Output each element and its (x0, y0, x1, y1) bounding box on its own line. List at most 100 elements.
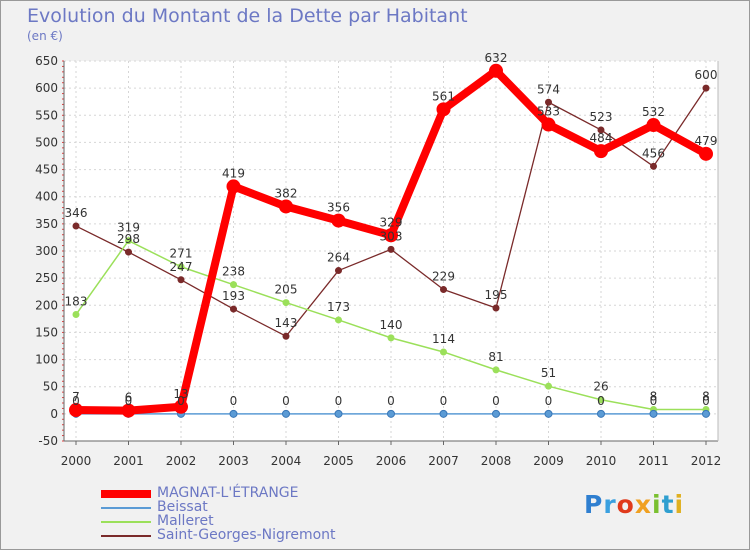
data-label: 8 (650, 390, 658, 404)
data-point (387, 409, 395, 418)
data-point (702, 84, 710, 92)
data-point (492, 409, 500, 418)
data-label: 479 (695, 134, 718, 148)
x-tick-label: 2012 (691, 454, 722, 468)
data-point (226, 179, 241, 194)
data-point (279, 199, 293, 214)
y-tick-label: 200 (35, 298, 58, 312)
data-label: 319 (117, 221, 140, 235)
y-tick-label: 50 (43, 380, 58, 394)
x-tick-label: 2003 (218, 454, 249, 468)
x-tick-label: 2000 (61, 454, 92, 468)
data-label: 51 (541, 366, 556, 380)
y-tick-label: 400 (35, 190, 58, 204)
data-label: 13 (173, 387, 188, 401)
data-point (594, 144, 608, 159)
data-point (597, 126, 605, 134)
data-point (702, 409, 710, 418)
y-tick-label: 150 (35, 325, 58, 339)
logo-letter: P (584, 490, 604, 519)
data-label: 0 (177, 394, 185, 408)
data-label: 173 (327, 300, 350, 314)
data-label: 303 (380, 229, 403, 243)
data-label: 600 (695, 68, 718, 82)
x-tick-label: 2007 (428, 454, 459, 468)
data-point (72, 222, 80, 230)
y-tick-label: 600 (35, 81, 58, 95)
data-point (177, 263, 185, 271)
data-point (230, 281, 237, 289)
x-tick-label: 2001 (113, 454, 144, 468)
x-tick-label: 2002 (166, 454, 197, 468)
data-label: 0 (597, 394, 605, 408)
logo-letter: i (652, 490, 662, 519)
data-label: 0 (492, 394, 500, 408)
data-label: 140 (380, 318, 403, 332)
y-tick-label: 0 (50, 407, 58, 421)
data-point (440, 286, 447, 294)
data-point (387, 334, 395, 342)
data-label: 0 (440, 394, 448, 408)
chart-unit: (en €) (27, 29, 63, 43)
data-point (597, 396, 605, 404)
data-label: 0 (650, 394, 658, 408)
data-point (650, 162, 657, 170)
logo-letter: i (674, 490, 685, 519)
data-label: 271 (170, 247, 193, 261)
data-point (492, 366, 500, 374)
data-label: 382 (275, 186, 298, 200)
chart-title: Evolution du Montant de la Dette par Hab… (27, 5, 468, 27)
data-label: 0 (125, 394, 133, 408)
data-label: 356 (327, 201, 350, 215)
y-tick-label: 450 (35, 163, 58, 177)
data-label: 329 (380, 215, 403, 229)
data-point (646, 118, 661, 133)
data-label: 6 (125, 391, 133, 405)
legend-label: Beissat (157, 499, 208, 515)
grid (64, 60, 718, 442)
data-label: 238 (222, 265, 245, 279)
logo-letter: o (616, 490, 635, 519)
y-tick-label: 350 (35, 217, 58, 231)
legend-swatch (101, 535, 151, 537)
data-label: 346 (65, 206, 88, 220)
x-tick-label: 2005 (323, 454, 354, 468)
data-point (440, 348, 447, 356)
data-point (282, 409, 290, 418)
x-tick-label: 2010 (586, 454, 617, 468)
legend-label: Saint-Georges-Nigremont (157, 527, 336, 543)
x-tick-label: 2006 (376, 454, 407, 468)
data-label: 205 (275, 283, 298, 297)
data-label: 632 (485, 51, 508, 65)
data-label: 7 (72, 390, 80, 404)
data-point (492, 304, 500, 312)
data-point (545, 382, 552, 390)
data-point (331, 213, 346, 228)
data-point (384, 228, 398, 243)
proxiti-logo: Proxiti (584, 490, 684, 519)
data-label: 193 (222, 289, 245, 303)
series-lines (69, 63, 713, 418)
data-label: 523 (590, 110, 613, 124)
data-point (649, 409, 658, 418)
data-label: 0 (702, 394, 710, 408)
data-point (177, 276, 185, 284)
data-point (282, 332, 290, 340)
data-label: 0 (282, 394, 290, 408)
data-point (544, 409, 553, 418)
data-label: 247 (170, 260, 193, 274)
logo-letter: t (661, 490, 675, 519)
data-point (439, 409, 448, 418)
data-point (699, 146, 713, 161)
data-point (489, 63, 503, 78)
x-tick-label: 2008 (481, 454, 512, 468)
data-label: 0 (387, 394, 395, 408)
data-point (230, 305, 237, 313)
y-tick-label: 550 (35, 108, 58, 122)
y-tick-label: 100 (35, 353, 58, 367)
data-point (387, 245, 395, 253)
data-point (436, 102, 451, 117)
legend-label: MAGNAT-L'ÉTRANGE (157, 485, 299, 501)
